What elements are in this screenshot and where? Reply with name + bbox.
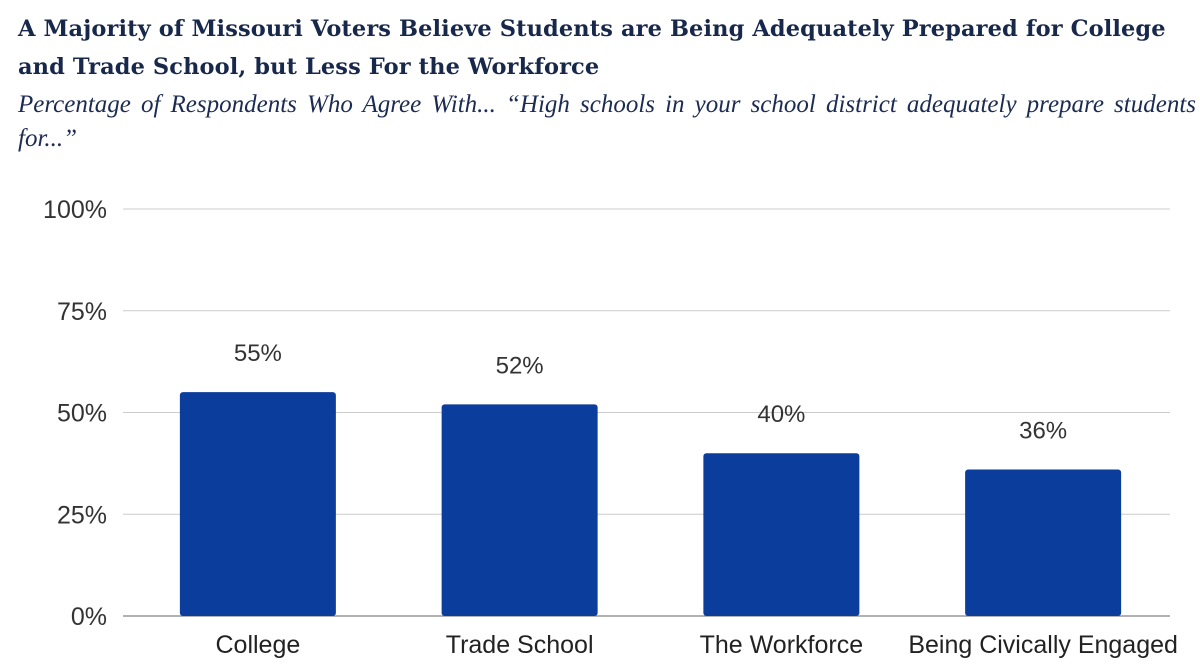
data-label-3: 36% — [1019, 417, 1067, 444]
data-label-1: 52% — [496, 352, 544, 379]
category-label-2: The Workforce — [700, 631, 863, 659]
category-label-3: Being Civically Engaged — [908, 631, 1178, 659]
y-tick-label-0: 0% — [71, 603, 107, 631]
category-label-1: Trade School — [446, 631, 594, 659]
chart-subtitle: Percentage of Respondents Who Agree With… — [18, 91, 1196, 152]
data-label-0: 55% — [234, 340, 282, 367]
data-label-2: 40% — [757, 401, 805, 428]
bar-1 — [441, 404, 598, 616]
y-tick-label-50: 50% — [57, 400, 107, 428]
y-tick-label-25: 25% — [57, 501, 107, 529]
category-label-0: College — [215, 631, 300, 659]
y-tick-label-75: 75% — [57, 298, 107, 326]
y-tick-label-100: 100% — [43, 196, 107, 224]
chart-title: A Majority of Missouri Voters Believe St… — [18, 16, 1166, 80]
bar-2 — [703, 453, 860, 616]
bar-0 — [179, 392, 336, 616]
bar-3 — [965, 469, 1122, 616]
